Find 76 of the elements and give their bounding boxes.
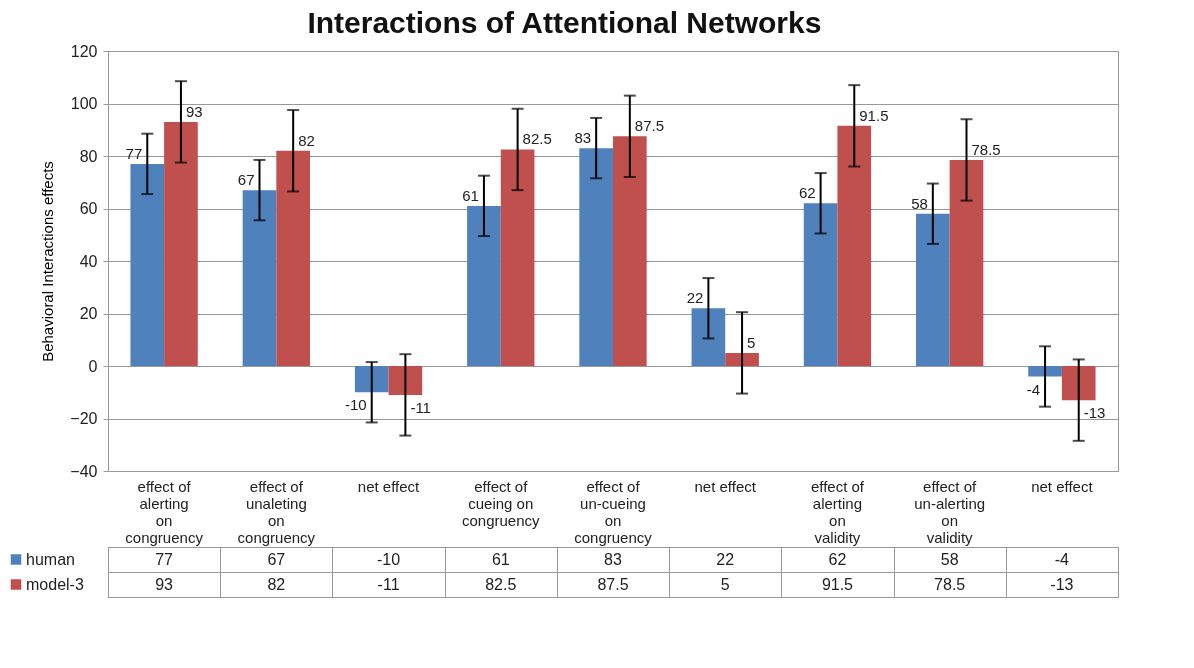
bar (164, 121, 198, 366)
y-tick-label: 120 (70, 42, 98, 60)
x-tick-label: net effect (694, 477, 757, 495)
data-label: 82 (267, 575, 286, 593)
y-tick-label: −40 (70, 462, 98, 480)
bar (130, 163, 165, 366)
annotation: 61 (462, 186, 479, 204)
annotation: 62 (798, 184, 816, 202)
data-label: 5 (720, 575, 730, 593)
data-label: 77 (155, 550, 174, 568)
data-label: 91.5 (821, 575, 854, 593)
legend-label: human (26, 550, 75, 568)
bar (803, 203, 838, 366)
data-label: 82.5 (485, 575, 517, 593)
annotation: 22 (686, 289, 704, 307)
annotation: 67 (237, 171, 255, 189)
bar (242, 190, 277, 366)
annotation: 82 (298, 131, 315, 149)
x-tick-label: effect of un-alerting on validity (914, 477, 986, 546)
bar (500, 149, 535, 366)
annotation: 87.5 (634, 117, 665, 135)
x-tick-label: net effect (1031, 477, 1094, 495)
data-label: 87.5 (597, 575, 629, 593)
data-label: 61 (491, 550, 510, 568)
data-label: -10 (376, 550, 401, 568)
annotation: 77 (125, 144, 143, 162)
y-tick-label: −20 (70, 410, 98, 427)
bar (837, 125, 872, 366)
bar (613, 136, 647, 366)
bar (725, 352, 759, 366)
data-label: -4 (1054, 550, 1070, 568)
annotation: 5 (747, 333, 756, 351)
data-label: -11 (377, 575, 400, 593)
data-label: 83 (604, 550, 622, 568)
legend-label: model-3 (26, 575, 84, 593)
data-label: 22 (716, 550, 735, 568)
bar (1028, 366, 1062, 377)
bar (579, 148, 613, 366)
annotation: 83 (574, 129, 592, 147)
bar (467, 205, 501, 366)
y-tick-label: 40 (79, 252, 98, 270)
data-label: 62 (828, 550, 847, 568)
x-tick-label: effect of un-cueing on congruency (574, 477, 653, 546)
bar (1061, 366, 1096, 401)
data-label: 93 (155, 575, 174, 593)
bar (276, 150, 310, 366)
y-tick-label: 20 (79, 305, 98, 322)
bar (388, 366, 423, 395)
bar (916, 213, 950, 366)
y-axis-title: Behavioral Interactions effects (39, 161, 57, 362)
annotation: 93 (185, 102, 203, 120)
data-label: 67 (267, 550, 286, 568)
data-label: 78.5 (934, 575, 966, 593)
y-tick-label: 0 (88, 357, 98, 375)
x-tick-label: effect of cueing on congruency (462, 477, 541, 529)
annotation: -4 (1026, 380, 1041, 398)
data-label: 58 (940, 550, 959, 568)
bar (949, 159, 984, 366)
annotation: -13 (1083, 404, 1106, 422)
annotation: 82.5 (522, 130, 552, 148)
x-tick-label: effect of alerting on validity (810, 477, 865, 546)
y-tick-label: 80 (79, 147, 98, 165)
y-tick-label: 100 (70, 95, 98, 112)
chart-title: Interactions of Attentional Networks (307, 5, 822, 39)
annotation: 78.5 (971, 140, 1001, 158)
annotation: -11 (410, 398, 431, 416)
data-label: -13 (1050, 575, 1074, 593)
x-tick-label: net effect (357, 477, 421, 495)
y-tick-label: 60 (79, 200, 98, 217)
x-tick-label: effect of unaleting on congruency (237, 477, 316, 546)
x-tick-label: effect of alerting on congruency (125, 477, 204, 546)
annotation: 91.5 (859, 106, 889, 124)
bar (354, 366, 389, 393)
bar (691, 308, 726, 366)
annotation: -10 (345, 396, 367, 414)
annotation: 58 (911, 194, 928, 212)
